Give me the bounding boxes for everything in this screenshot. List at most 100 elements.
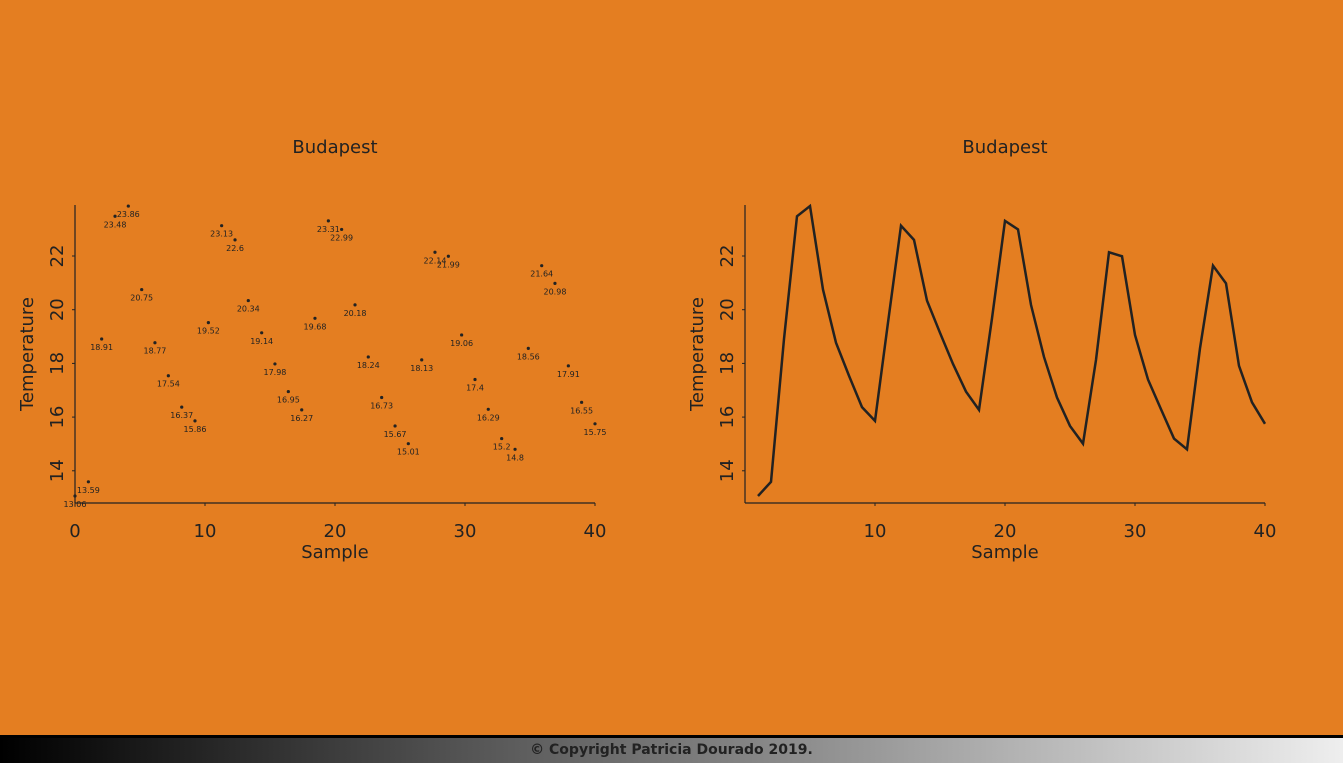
data-label: 13.59 [77, 486, 100, 495]
point [566, 364, 570, 368]
y-axis-label: Temperature [17, 297, 38, 412]
point [473, 377, 477, 382]
data-label: 20.75 [130, 294, 153, 303]
data-label: 15.67 [384, 430, 407, 439]
point [286, 389, 290, 394]
point [540, 264, 544, 268]
data-label: 20.98 [544, 287, 567, 296]
point [366, 355, 370, 359]
data-label: 15.2 [493, 443, 511, 452]
point [233, 238, 237, 242]
data-label: 15.75 [584, 428, 607, 437]
point [100, 337, 104, 341]
x-tick-label: 0 [69, 521, 80, 542]
data-label: 19.68 [304, 322, 327, 331]
point [300, 408, 304, 412]
point [260, 331, 264, 335]
y-tick-label: 16 [717, 406, 738, 429]
data-label: 18.24 [357, 361, 380, 370]
data-label: 18.91 [90, 343, 113, 352]
data-label: 23.86 [117, 210, 140, 219]
point [166, 374, 170, 378]
point [406, 442, 410, 446]
point [193, 419, 197, 423]
data-label: 16.73 [370, 401, 393, 410]
point [513, 447, 517, 451]
point [460, 333, 464, 337]
point [273, 362, 277, 366]
data-label: 14.8 [506, 453, 524, 462]
y-tick-label: 14 [717, 459, 738, 482]
data-label: 18.13 [410, 364, 433, 373]
y-tick-label: 20 [717, 298, 738, 321]
data-label: 22.6 [226, 244, 244, 253]
y-axis-label: Temperature [687, 297, 708, 412]
point [86, 480, 90, 484]
point [500, 436, 504, 441]
point [140, 287, 144, 292]
data-label: 18.56 [517, 352, 540, 361]
data-label: 19.52 [197, 327, 220, 336]
x-tick-label: 20 [994, 521, 1017, 542]
point [126, 204, 130, 208]
data-label: 23.13 [210, 230, 233, 239]
point [73, 494, 77, 498]
y-tick-label: 16 [47, 406, 68, 429]
point [206, 320, 210, 325]
point [313, 316, 317, 320]
point [580, 400, 584, 404]
point [526, 346, 530, 350]
data-label: 22.99 [330, 233, 353, 242]
chart-title: Budapest [962, 137, 1047, 158]
point [180, 405, 184, 409]
data-label: 17.4 [466, 384, 484, 393]
data-label: 21.99 [437, 260, 460, 269]
data-label: 16.29 [477, 413, 500, 422]
x-tick-label: 40 [584, 521, 607, 542]
data-label: 22.14 [424, 256, 447, 265]
data-label: 17.54 [157, 380, 180, 389]
data-label: 17.98 [263, 368, 286, 377]
chart-title: Budapest [292, 137, 377, 158]
data-label: 15.86 [184, 425, 207, 434]
x-tick-label: 30 [1124, 521, 1147, 542]
point [353, 303, 357, 307]
point [326, 219, 330, 223]
data-label: 20.34 [237, 305, 260, 314]
data-label: 17.91 [557, 370, 580, 379]
y-tick-label: 14 [47, 459, 68, 482]
y-tick-label: 18 [47, 352, 68, 375]
data-label: 20.18 [344, 309, 367, 318]
line [757, 203, 1267, 497]
y-tick-label: 20 [47, 298, 68, 321]
y-tick-label: 18 [717, 352, 738, 375]
data-label: 19.14 [250, 337, 273, 346]
point [246, 298, 250, 303]
data-label: 19.06 [450, 339, 473, 348]
point [486, 407, 490, 411]
data-label: 23.31 [317, 225, 340, 234]
point [420, 358, 424, 362]
data-label: 13.06 [64, 500, 87, 509]
data-label: 16.37 [170, 411, 193, 420]
data-label: 21.64 [530, 270, 553, 279]
point [340, 227, 344, 232]
x-tick-label: 20 [324, 521, 347, 542]
point [553, 281, 557, 285]
point [393, 424, 397, 428]
x-tick-label: 30 [454, 521, 477, 542]
x-tick-label: 40 [1254, 521, 1277, 542]
point [446, 254, 450, 258]
point [113, 214, 117, 218]
footer: © Copyright Patricia Dourado 2019. [0, 735, 1343, 763]
data-label: 16.95 [277, 396, 300, 405]
y-tick-label: 22 [717, 245, 738, 268]
point [433, 250, 437, 254]
data-label: 16.27 [290, 414, 313, 423]
point [153, 341, 157, 345]
y-tick-label: 22 [47, 245, 68, 268]
data-label: 18.77 [143, 347, 166, 356]
x-tick-label: 10 [194, 521, 217, 542]
x-axis-label: Sample [971, 542, 1039, 563]
